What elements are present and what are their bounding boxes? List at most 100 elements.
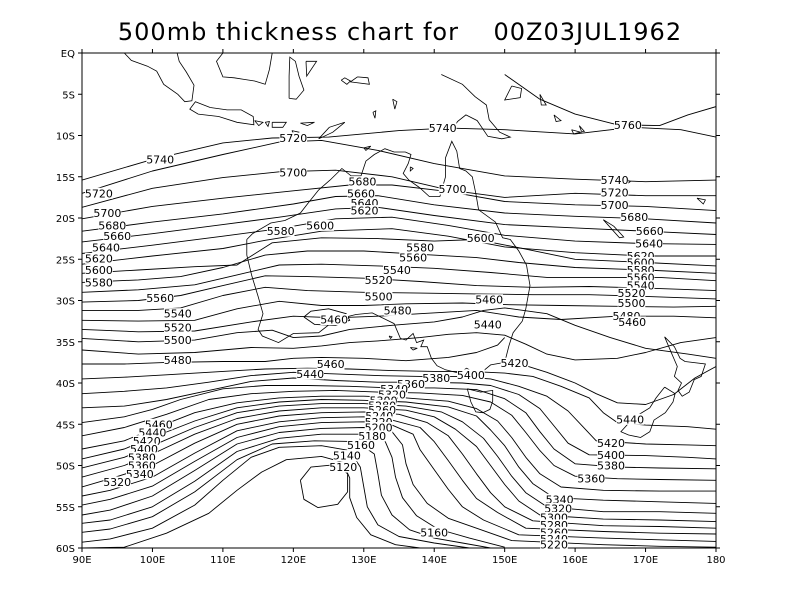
- thickness-contour: [82, 263, 716, 293]
- contour-label-text: 5500: [164, 334, 192, 347]
- coastline: [409, 166, 414, 172]
- coastline: [216, 53, 273, 85]
- contour-label-text: 5140: [333, 450, 361, 463]
- thickness-contour: [82, 300, 716, 322]
- contour-label-text: 5580: [406, 242, 434, 255]
- contour-label-text: 5420: [597, 437, 625, 450]
- contour-label: 5580: [406, 242, 434, 255]
- chart-title: 500mb thickness chart for 00Z03JUL1962: [117, 18, 683, 46]
- contour-label: 5620: [351, 205, 379, 218]
- contour-label: 5440: [474, 318, 502, 331]
- contour-label-text: 5440: [296, 368, 324, 381]
- contour-label-text: 5400: [457, 369, 485, 382]
- thickness-contour: [299, 464, 349, 509]
- contour-label: 5460: [320, 314, 348, 327]
- contour-label-text: 5340: [126, 468, 154, 481]
- contour-label-text: 5460: [320, 314, 348, 327]
- contour-label-text: 5600: [467, 232, 495, 245]
- contour-label-text: 5500: [365, 290, 393, 303]
- contour-label: 5560: [399, 252, 427, 265]
- thickness-contour: [82, 427, 716, 548]
- contour-label-text: 5700: [93, 207, 121, 220]
- thickness-contour: [504, 74, 716, 127]
- contour-label: 5540: [383, 264, 411, 277]
- contour-label-text: 5640: [92, 242, 120, 255]
- contour-label: 5580: [267, 225, 295, 238]
- thickness-contour: [82, 377, 716, 460]
- contour-label: 5740: [601, 174, 629, 187]
- coastline: [189, 101, 255, 126]
- contour-label: 5740: [146, 153, 174, 166]
- thickness-contour: [82, 411, 716, 529]
- contour-label: 5520: [365, 274, 393, 287]
- contour-label: 5660: [636, 225, 664, 238]
- contour-label: 5720: [601, 186, 629, 199]
- x-tick-label: 90E: [72, 555, 91, 566]
- contour-label-text: 5680: [98, 219, 126, 232]
- thickness-contour: [82, 407, 716, 523]
- axis-layer: EQ 5S 10S 15S 20S 25S 30S 35S 40S 45S 50S 55S 60S90E…: [56, 49, 726, 566]
- contour-label: 5680: [98, 219, 126, 232]
- contour-label-text: 5480: [164, 354, 192, 367]
- contour-label-text: 5320: [103, 476, 131, 489]
- x-tick-label: 110E: [210, 555, 235, 566]
- coastline: [441, 74, 512, 140]
- contour-label: 5680: [348, 176, 376, 189]
- contour-label: 5740: [429, 122, 457, 135]
- x-tick-label: 120E: [281, 555, 306, 566]
- coastline: [305, 60, 318, 78]
- contour-label: 5320: [103, 476, 131, 489]
- contour-label: 5700: [93, 207, 121, 220]
- thickness-contour: [82, 395, 716, 492]
- y-tick-label: 40S: [56, 379, 75, 390]
- contour-label: 5600: [306, 219, 334, 232]
- contour-label: 5480: [164, 354, 192, 367]
- contour-label: 5700: [601, 199, 629, 212]
- coastline-layer: [124, 53, 706, 438]
- y-tick-label: 20S: [56, 214, 75, 225]
- x-tick-label: 100E: [140, 555, 165, 566]
- coastline: [696, 197, 706, 205]
- contour-label: 5440: [296, 368, 324, 381]
- contour-label: 5660: [103, 230, 131, 243]
- contour-label-text: 5500: [618, 297, 646, 310]
- x-tick-label: 160E: [562, 555, 587, 566]
- contour-label: 5560: [146, 292, 174, 305]
- contour-label: 5120: [329, 461, 357, 474]
- coastline: [571, 129, 583, 135]
- coastline: [288, 56, 305, 100]
- coastline: [620, 386, 676, 438]
- contour-label-text: 5720: [85, 187, 113, 200]
- thickness-contour: [82, 275, 716, 303]
- contour-label: 5700: [439, 183, 467, 196]
- contour-label-text: 5560: [146, 292, 174, 305]
- contour-label: 5460: [317, 358, 345, 371]
- contour-label-text: 5720: [279, 132, 307, 145]
- contour-label-text: 5580: [85, 276, 113, 289]
- contour-label: 5640: [635, 238, 663, 251]
- coastline: [388, 335, 393, 340]
- contour-label-text: 5540: [164, 308, 192, 321]
- thickness-contour: [82, 389, 716, 481]
- contour-label: 5440: [616, 413, 644, 426]
- coastline: [318, 121, 346, 140]
- thickness-contour: [82, 385, 716, 470]
- contour-label-text: 5660: [636, 225, 664, 238]
- contour-label: 5640: [92, 242, 120, 255]
- x-tick-label: 180: [706, 555, 725, 566]
- contour-label-text: 5420: [501, 357, 529, 370]
- coastline: [466, 388, 494, 414]
- thickness-contour: [82, 445, 470, 548]
- contour-label: 5400: [597, 449, 625, 462]
- contour-label-text: 5460: [317, 358, 345, 371]
- thickness-contour: [82, 228, 716, 265]
- y-tick-label: 30S: [56, 297, 75, 308]
- contour-label: 5520: [618, 287, 646, 300]
- contour-label: 5660: [347, 187, 375, 200]
- contour-label-layer: 5760574057205740570056805660564056205700…: [85, 119, 664, 552]
- contour-label-text: 5620: [85, 252, 113, 265]
- contour-label-text: 5160: [420, 526, 448, 539]
- contour-label-text: 5740: [429, 122, 457, 135]
- thickness-contour: [82, 184, 716, 220]
- contour-label: 5460: [475, 294, 503, 307]
